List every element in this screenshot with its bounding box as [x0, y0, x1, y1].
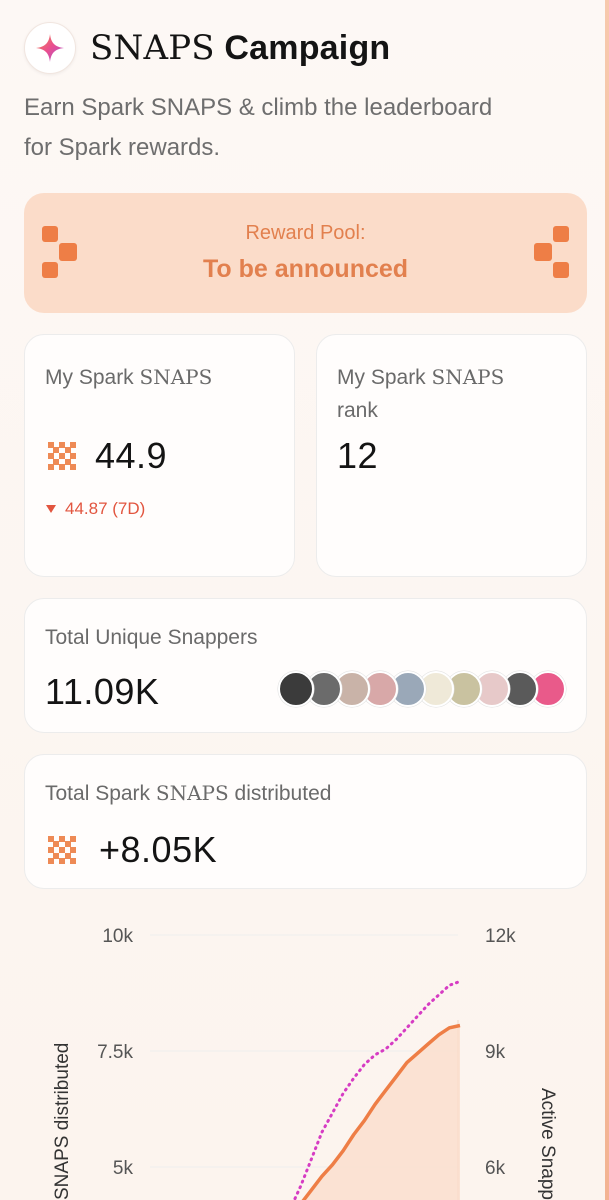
snapper-avatar — [278, 671, 314, 707]
my-rank-label: My Spark SNAPS rank — [337, 361, 504, 427]
reward-pool-banner: Reward Pool: To be announced — [24, 193, 587, 313]
left-tick-label: 5k — [113, 1158, 134, 1179]
left-tick-label: 7.5k — [97, 1042, 133, 1063]
snaps-distributed-line — [301, 1023, 461, 1200]
snapper-avatars — [278, 671, 566, 707]
my-rank-label-prefix: My Spark — [337, 366, 432, 389]
distributed-label-prefix: Total Spark — [45, 782, 156, 805]
my-snaps-label-snaps: SNAPS — [139, 365, 213, 389]
active-snappers-line — [292, 979, 462, 1200]
pixel-deco-left-icon — [42, 226, 77, 278]
chart-series — [290, 979, 462, 1200]
spark-star-icon — [24, 22, 76, 74]
my-rank-card: My Spark SNAPS rank 12 — [316, 334, 587, 577]
my-snaps-change-text: 44.87 (7D) — [65, 499, 146, 518]
my-rank-label-line-2: rank — [337, 399, 378, 422]
title-snaps: SNAPS — [90, 28, 215, 68]
campaign-header: SNAPS Campaign — [24, 22, 390, 74]
snaps-token-icon — [48, 442, 76, 470]
my-snaps-label: My Spark SNAPS — [45, 361, 212, 394]
chart-ticks: 10k 7.5k 5k 12k 9k 6k — [97, 926, 516, 1179]
left-tick-label: 10k — [102, 926, 133, 947]
left-axis-title: SNAPS distributed — [52, 1043, 73, 1200]
my-rank-value-row: 12 — [337, 435, 378, 477]
right-tick-label: 12k — [485, 926, 516, 947]
right-tick-label: 6k — [485, 1158, 506, 1179]
distributed-label-snaps: SNAPS — [155, 781, 229, 805]
right-axis-title: Active Snappers — [537, 1088, 558, 1200]
subtitle-line-2: for Spark rewards. — [24, 134, 221, 161]
title-campaign: Campaign — [224, 29, 391, 67]
triangle-down-icon — [46, 505, 56, 513]
my-snaps-card: My Spark SNAPS 44.9 44.87 (7D) — [24, 334, 295, 577]
right-tick-label: 9k — [485, 1042, 506, 1063]
snaps-distributed-value-row: +8.05K — [47, 829, 217, 871]
unique-snappers-label: Total Unique Snappers — [45, 626, 258, 649]
reward-pool-label: Reward Pool: — [245, 222, 366, 244]
snaps-distributed-area — [290, 1025, 460, 1200]
page-edge-accent — [605, 0, 609, 1200]
page-subtitle: Earn Spark SNAPS & climb the leaderboard… — [24, 88, 584, 168]
snaps-token-icon — [48, 836, 76, 864]
my-rank-value: 12 — [337, 435, 379, 476]
my-snaps-change: 44.87 (7D) — [45, 499, 145, 519]
distributed-label-suffix: distributed — [228, 782, 332, 805]
snaps-chart: 10k 7.5k 5k 12k 9k 6k SNAPS distributed Activ… — [52, 926, 558, 1200]
snaps-distributed-label: Total Spark SNAPS distributed — [45, 777, 331, 810]
my-snaps-value: 44.9 — [95, 435, 168, 476]
snapper-avatar — [362, 671, 398, 707]
reward-pool-value: To be announced — [202, 255, 409, 283]
page-title: SNAPS Campaign — [90, 28, 390, 68]
pixel-deco-right-icon — [534, 226, 569, 278]
my-snaps-value-row: 44.9 — [47, 435, 167, 477]
unique-snappers-value: 11.09K — [45, 671, 160, 712]
my-snaps-label-prefix: My Spark — [45, 366, 140, 389]
my-rank-label-snaps: SNAPS — [431, 365, 505, 389]
unique-snappers-card: Total Unique Snappers 11.09K — [24, 598, 587, 733]
snaps-distributed-value: +8.05K — [99, 829, 218, 870]
snapper-avatar — [446, 671, 482, 707]
snaps-distributed-card: Total Spark SNAPS distributed +8.05K — [24, 754, 587, 889]
unique-snappers-value-row: 11.09K — [45, 671, 159, 713]
subtitle-line-1: Earn Spark SNAPS & climb the leaderboard — [24, 94, 493, 121]
